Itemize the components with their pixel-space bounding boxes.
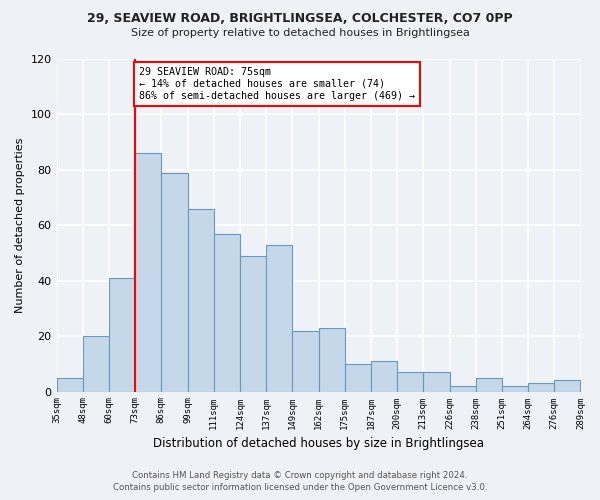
Bar xyxy=(319,328,345,392)
Text: 29 SEAVIEW ROAD: 75sqm
← 14% of detached houses are smaller (74)
86% of semi-det: 29 SEAVIEW ROAD: 75sqm ← 14% of detached… xyxy=(139,68,415,100)
X-axis label: Distribution of detached houses by size in Brightlingsea: Distribution of detached houses by size … xyxy=(153,437,484,450)
Bar xyxy=(135,153,161,392)
Bar xyxy=(449,386,476,392)
Bar xyxy=(371,361,397,392)
Y-axis label: Number of detached properties: Number of detached properties xyxy=(15,138,25,313)
Bar xyxy=(292,330,319,392)
Bar xyxy=(56,378,83,392)
Bar xyxy=(502,386,528,392)
Bar xyxy=(424,372,449,392)
Bar xyxy=(83,336,109,392)
Bar xyxy=(109,278,135,392)
Bar xyxy=(528,383,554,392)
Text: Size of property relative to detached houses in Brightlingsea: Size of property relative to detached ho… xyxy=(131,28,469,38)
Bar xyxy=(161,172,188,392)
Bar xyxy=(554,380,580,392)
Bar xyxy=(240,256,266,392)
Bar xyxy=(476,378,502,392)
Text: 29, SEAVIEW ROAD, BRIGHTLINGSEA, COLCHESTER, CO7 0PP: 29, SEAVIEW ROAD, BRIGHTLINGSEA, COLCHES… xyxy=(87,12,513,26)
Bar xyxy=(397,372,424,392)
Bar xyxy=(188,208,214,392)
Bar xyxy=(345,364,371,392)
Bar xyxy=(266,244,292,392)
Bar xyxy=(214,234,240,392)
Text: Contains HM Land Registry data © Crown copyright and database right 2024.
Contai: Contains HM Land Registry data © Crown c… xyxy=(113,471,487,492)
